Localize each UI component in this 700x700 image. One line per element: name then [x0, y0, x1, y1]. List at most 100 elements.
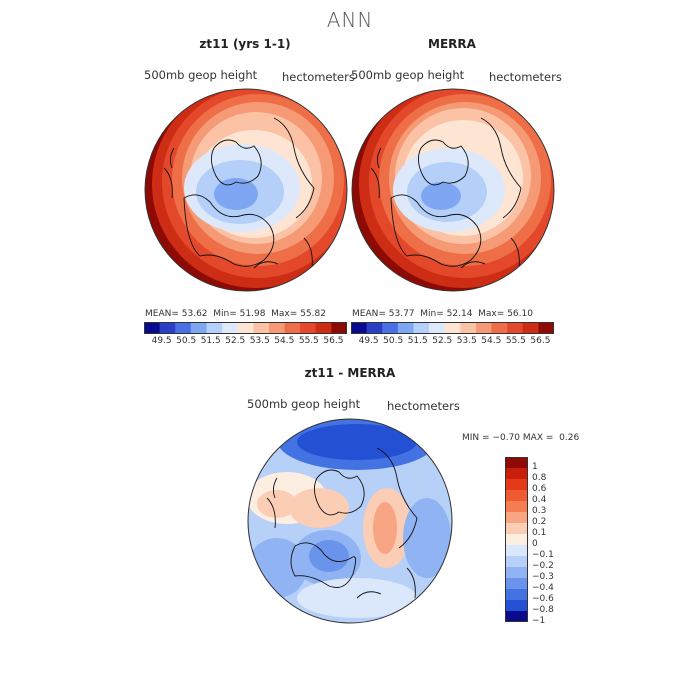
colorbar-border	[144, 322, 347, 334]
colorbar-swatch	[331, 322, 347, 334]
diff-colorbar-swatch	[505, 457, 528, 469]
colorbar-swatch	[413, 322, 430, 334]
colorbar-swatch	[159, 322, 176, 334]
diff-colorbar-swatch	[505, 556, 528, 568]
panel1-min-value: 51.98	[239, 309, 266, 319]
diff-min-label: MIN =	[462, 433, 490, 443]
panel1-mean-label: MEAN=	[145, 309, 179, 319]
panel2-mean-label: MEAN=	[352, 309, 386, 319]
colorbar-tick-label: 50.5	[383, 336, 404, 346]
diff-colorbar	[505, 457, 528, 622]
diff-title: zt11 - MERRA	[304, 366, 396, 380]
panel1-title: zt11 (yrs 1-1)	[199, 37, 291, 51]
colorbar-swatch	[190, 322, 207, 334]
colorbar-tick-label: 53.5	[456, 336, 477, 346]
diff-colorbar-swatch	[505, 545, 528, 557]
colorbar-swatch	[507, 322, 524, 334]
panel1-units-label: hectometers	[282, 70, 355, 84]
colorbar-tick-label: 53.5	[249, 336, 270, 346]
diff-max-label: MAX =	[522, 433, 554, 443]
diff-colorbar-tick-label: −0.8	[532, 605, 554, 615]
colorbar-tick-label: 54.5	[481, 336, 502, 346]
panel2-units-label: hectometers	[489, 70, 562, 84]
colorbar-tick-label: 52.5	[432, 336, 453, 346]
diff-colorbar-tick-label: 0.8	[532, 473, 547, 483]
diff-colorbar-tick-label: 0.1	[532, 528, 547, 538]
panel1-max-label: Max=	[271, 309, 298, 319]
colorbar-tick-label: 56.5	[530, 336, 551, 346]
colorbar-tick-label: 55.5	[298, 336, 319, 346]
figure-title: ANN	[326, 8, 374, 32]
colorbar-tick-label: 49.5	[358, 336, 379, 346]
colorbar-tick-label: 54.5	[274, 336, 295, 346]
diff-max-value: 0.26	[559, 433, 580, 443]
diff-colorbar-tick-label: 0	[532, 539, 538, 549]
panel2-colorbar-ticks: 49.5 50.5 51.5 52.5 53.5 54.5 55.5 56.5	[351, 336, 554, 348]
diff-polar-map	[247, 418, 453, 624]
colorbar-tick-label: 49.5	[151, 336, 172, 346]
diff-colorbar-swatch	[505, 534, 528, 546]
diff-min-value: −0.70	[492, 433, 521, 443]
colorbar-swatch	[284, 322, 301, 334]
diff-colorbar-tick-label: −1	[532, 616, 546, 626]
panel1-min-label: Min=	[213, 309, 237, 319]
diff-colorbar-swatch	[505, 479, 528, 491]
colorbar-swatch	[491, 322, 508, 334]
panel1-mean-value: 53.62	[181, 309, 208, 319]
panel1-field-label: 500mb geop height	[144, 68, 258, 82]
colorbar-swatch	[351, 322, 368, 334]
diff-colorbar-tick-label: 0.6	[532, 484, 547, 494]
diff-colorbar-tick-label: −0.2	[532, 561, 554, 571]
diff-colorbar-swatch	[505, 468, 528, 480]
panel1-stats: MEAN= 53.62 Min= 51.98 Max= 55.82	[145, 309, 326, 319]
diff-colorbar-tick-label: −0.3	[532, 572, 554, 582]
colorbar-swatch	[382, 322, 399, 334]
diff-colorbar-tick-label: 0.4	[532, 495, 547, 505]
colorbar-swatch	[315, 322, 332, 334]
colorbar-swatch	[538, 322, 554, 334]
colorbar-swatch	[300, 322, 317, 334]
diff-colorbar-tick-label: −0.4	[532, 583, 554, 593]
panel2-polar-map	[351, 88, 555, 292]
panel1-colorbar-ticks: 49.5 50.5 51.5 52.5 53.5 54.5 55.5 56.5	[144, 336, 347, 348]
colorbar-swatch	[397, 322, 414, 334]
colorbar-tick-label: 51.5	[407, 336, 428, 346]
colorbar-swatch	[222, 322, 239, 334]
diff-colorbar-tick-label: −0.6	[532, 594, 554, 604]
colorbar-swatch	[522, 322, 539, 334]
colorbar-swatch	[144, 322, 161, 334]
panel2-min-label: Min=	[420, 309, 444, 319]
colorbar-swatch	[444, 322, 461, 334]
colorbar-swatch	[206, 322, 223, 334]
diff-colorbar-swatch	[505, 589, 528, 601]
panel2-max-label: Max=	[478, 309, 505, 319]
diff-colorbar-swatch	[505, 501, 528, 513]
colorbar-swatch	[253, 322, 270, 334]
panel2-colorbar	[351, 322, 554, 334]
colorbar-swatch	[366, 322, 383, 334]
colorbar-border	[351, 322, 554, 334]
diff-colorbar-tick-label: −0.1	[532, 550, 554, 560]
colorbar-swatch	[429, 322, 446, 334]
colorbar-swatch	[475, 322, 493, 334]
colorbar-tick-label: 51.5	[200, 336, 221, 346]
colorbar-swatch	[460, 322, 477, 334]
diff-colorbar-tick-label: 1	[532, 462, 538, 472]
panel2-field-label: 500mb geop height	[351, 68, 465, 82]
diff-colorbar-tick-label: 0.3	[532, 506, 547, 516]
panel2-mean-value: 53.77	[388, 309, 415, 319]
diff-colorbar-ticks: 1 0.8 0.6 0.4 0.3 0.2 0.1 0 −0.1 −0.2 −0.3 −0.4 −0.6…	[532, 457, 572, 626]
diff-colorbar-swatch	[505, 578, 528, 590]
diff-colorbar-swatch	[505, 523, 528, 535]
diff-field-label: 500mb geop height	[247, 397, 361, 411]
colorbar-tick-label: 56.5	[323, 336, 344, 346]
colorbar-swatch	[175, 322, 192, 334]
diff-stats: MIN = −0.70 MAX = 0.26	[462, 433, 579, 443]
diff-colorbar-swatch	[505, 490, 528, 502]
panel1-polar-map	[144, 88, 348, 292]
panel2-title: MERRA	[428, 37, 476, 51]
diff-colorbar-border	[505, 457, 528, 622]
panel1-max-value: 55.82	[300, 309, 326, 319]
colorbar-swatch	[237, 322, 254, 334]
colorbar-tick-label: 55.5	[505, 336, 526, 346]
